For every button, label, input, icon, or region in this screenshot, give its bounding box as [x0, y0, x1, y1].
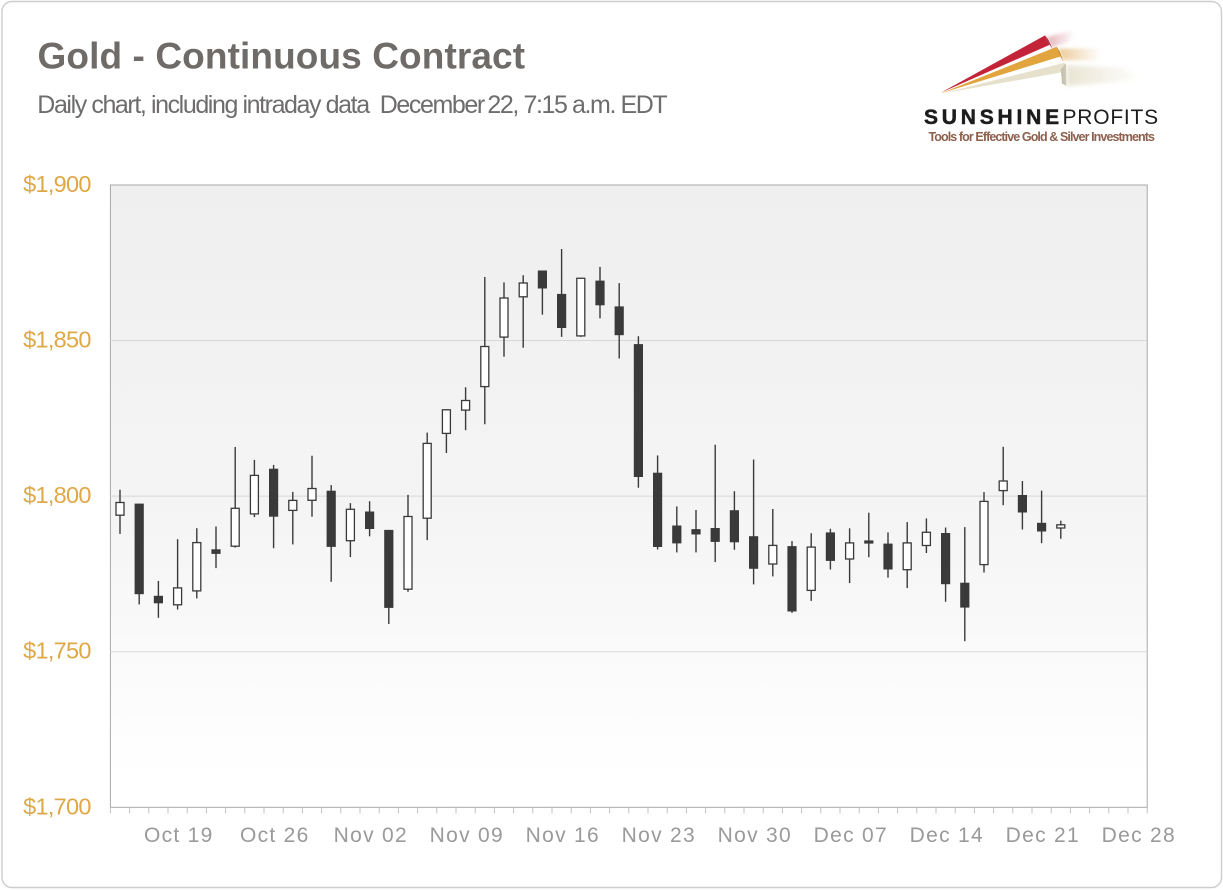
svg-text:Tools for Effective Gold & Sil: Tools for Effective Gold & Silver Invest… — [929, 130, 1156, 144]
svg-text:Dec 07: Dec 07 — [814, 824, 888, 847]
svg-text:Dec 14: Dec 14 — [910, 824, 984, 847]
svg-text:$1,750: $1,750 — [23, 638, 91, 664]
svg-text:$1,800: $1,800 — [23, 482, 91, 508]
svg-text:Dec 21: Dec 21 — [1006, 824, 1080, 847]
svg-text:Dec 28: Dec 28 — [1102, 824, 1176, 847]
svg-text:Nov 16: Nov 16 — [526, 824, 600, 847]
svg-text:Nov 30: Nov 30 — [718, 824, 792, 847]
svg-text:Gold - Continuous Contract: Gold - Continuous Contract — [38, 36, 526, 77]
svg-text:SUNSHINE: SUNSHINE — [924, 106, 1063, 129]
svg-text:$1,850: $1,850 — [23, 327, 91, 353]
svg-text:Nov 23: Nov 23 — [622, 824, 696, 847]
svg-text:Oct 26: Oct 26 — [240, 824, 310, 847]
svg-text:Oct 19: Oct 19 — [144, 824, 214, 847]
svg-text:$1,900: $1,900 — [23, 171, 91, 197]
svg-text:PROFITS: PROFITS — [1063, 106, 1159, 129]
svg-text:Nov 02: Nov 02 — [334, 824, 408, 847]
svg-text:Daily chart, including intrada: Daily chart, including intraday data Dec… — [37, 91, 667, 119]
svg-text:Nov 09: Nov 09 — [430, 824, 504, 847]
svg-text:$1,700: $1,700 — [23, 793, 91, 819]
